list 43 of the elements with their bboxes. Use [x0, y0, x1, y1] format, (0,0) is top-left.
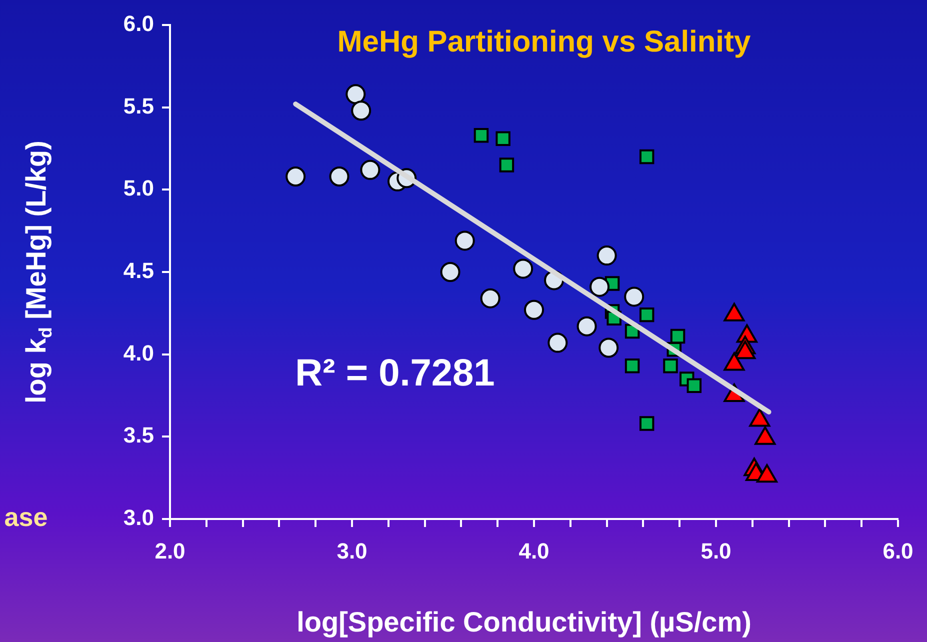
point: [480, 288, 500, 308]
point: [329, 166, 350, 186]
x-axis-title: log[Specific Conductivity] (µS/cm): [296, 606, 752, 638]
point: [346, 84, 366, 104]
point: [670, 328, 686, 344]
point: [454, 230, 475, 251]
y-tick-label: 5.5: [123, 93, 154, 118]
annotation: R² = 0.7281: [295, 352, 495, 394]
y-tick-label: 3.5: [123, 422, 154, 448]
y-tick-label: 6.0: [123, 11, 154, 36]
point: [351, 100, 372, 121]
y-tick-label: 4.0: [123, 340, 154, 366]
y-tick-label: 3.0: [123, 505, 154, 530]
point: [624, 358, 640, 374]
point: [576, 316, 597, 336]
point: [596, 246, 617, 266]
point: [474, 128, 489, 143]
point: [598, 338, 619, 358]
point: [360, 160, 380, 180]
x-tick-label: 4.0: [518, 538, 550, 564]
point: [286, 166, 306, 186]
point: [663, 358, 678, 374]
point: [524, 300, 544, 320]
point: [590, 276, 610, 297]
x-tick-label: 6.0: [882, 538, 914, 564]
point: [686, 378, 702, 393]
x-tick-label: 2.0: [154, 538, 186, 564]
point: [499, 158, 514, 172]
point: [624, 286, 644, 307]
point: [496, 131, 510, 146]
chart-title: MeHg Partitioning vs Salinity: [337, 25, 752, 58]
point: [548, 332, 568, 353]
x-tick-label: 3.0: [336, 538, 368, 564]
y-tick-label: 4.5: [123, 258, 154, 284]
y-axis-title: log kd [MeHg] (L/kg): [20, 140, 56, 404]
point: [513, 258, 534, 279]
point: [440, 262, 460, 282]
point: [639, 307, 654, 322]
x-tick-label: 5.0: [700, 538, 732, 564]
y-tick-label: 5.0: [123, 176, 154, 201]
point: [639, 416, 654, 431]
text: ase: [4, 502, 48, 532]
point: [639, 149, 654, 164]
